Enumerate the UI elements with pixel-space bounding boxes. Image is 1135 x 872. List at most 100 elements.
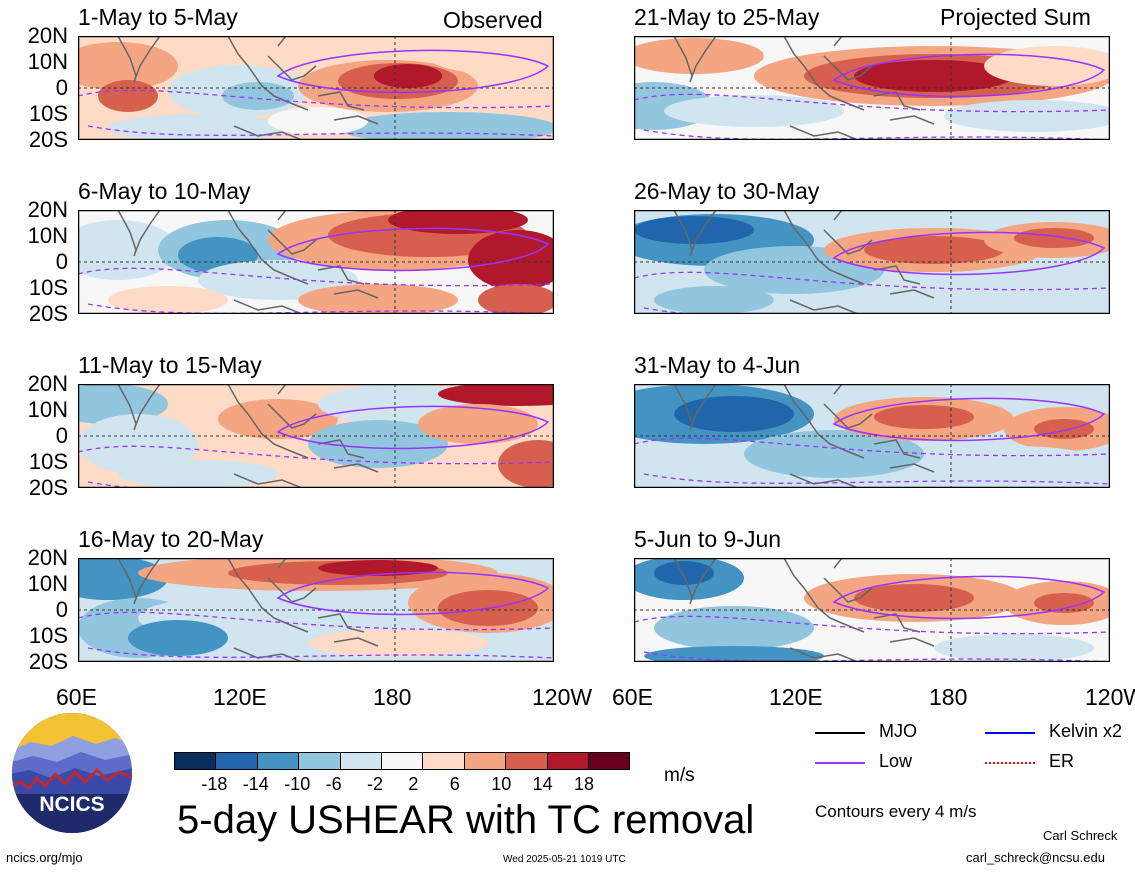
low-contour-dashed (78, 267, 554, 287)
shading-region (664, 95, 844, 127)
colorbar-swatch (298, 752, 341, 770)
shading-region (78, 42, 178, 90)
map-panel (78, 210, 554, 314)
colorbar-swatch (546, 752, 589, 770)
coastline (673, 384, 935, 488)
map-panel (634, 36, 1110, 140)
coastline (117, 36, 379, 140)
low-contour-dashed (78, 611, 554, 631)
shading-region (268, 107, 368, 135)
shading-region (944, 100, 1110, 132)
colorbar-tick-label: 14 (532, 774, 553, 794)
longitude-label: 120W (1085, 684, 1135, 710)
contour-note: Contours every 4 m/s (815, 802, 977, 821)
shading-region (854, 584, 974, 612)
coastline (673, 558, 935, 662)
shading-region (864, 236, 1004, 264)
low-contour (276, 405, 550, 450)
colorbar-tick-label: -2 (367, 774, 384, 794)
shading-region (338, 112, 554, 140)
colorbar-swatch (505, 752, 548, 770)
shading-region (118, 460, 278, 488)
colorbar-swatch (588, 752, 631, 770)
colorbar-swatch (381, 752, 424, 770)
low-contour (276, 571, 550, 616)
map-panel (78, 558, 554, 662)
panel-title: 16-May to 20-May (78, 526, 264, 552)
panel-frame (78, 210, 554, 314)
footer-timestamp: Wed 2025-05-21 1019 UTC (503, 854, 626, 865)
panel-frame (78, 36, 554, 140)
latitude-label: 0 (55, 75, 68, 100)
coastline (673, 36, 935, 140)
latitude-label: 20N (27, 197, 68, 222)
panel-frame (78, 384, 554, 488)
coastline (117, 384, 379, 488)
colorbar-tick-label: 2 (408, 774, 419, 794)
observed-header: Observed (443, 7, 543, 33)
footer-url: ncics.org/mjo (6, 850, 83, 865)
colorbar-tick-label: 18 (574, 774, 595, 794)
coastline (117, 210, 379, 314)
longitude-label: 60E (612, 684, 653, 710)
shading-region (108, 286, 228, 314)
low-contour-dashed (634, 615, 1110, 635)
shading-region (744, 430, 924, 478)
colorbar-tick-label: 6 (449, 774, 460, 794)
shading-region (418, 404, 538, 444)
low-contour (832, 575, 1106, 620)
main-title: 5-day USHEAR with TC removal (177, 798, 755, 842)
latitude-label: 10N (27, 49, 68, 74)
panel-title: 31-May to 4-Jun (634, 352, 801, 378)
shading-region (1014, 228, 1094, 248)
legend-label: Low (879, 751, 913, 771)
shading-region (78, 220, 178, 280)
low-contour-dashed (87, 125, 554, 137)
shading-region (438, 384, 554, 406)
low-contour-dashed (87, 647, 554, 659)
shading-region (934, 634, 1094, 662)
low-contour-dashed (78, 445, 554, 465)
shading-region (498, 440, 554, 488)
low-contour-dashed (78, 89, 554, 109)
latitude-label: 20S (28, 475, 68, 500)
map-panel (634, 558, 1110, 662)
legend-line (815, 732, 865, 734)
panel-frame (78, 558, 554, 662)
shading-region (634, 216, 754, 244)
low-contour (276, 227, 550, 272)
map-panel (78, 36, 554, 140)
low-contour-dashed (643, 473, 1110, 485)
projected-sum-header: Projected Sum (940, 4, 1091, 30)
latitude-label: 10S (28, 623, 68, 648)
shading-region (78, 414, 198, 474)
latitude-label: 0 (55, 249, 68, 274)
coastline (117, 558, 379, 662)
longitude-label: 120E (769, 684, 823, 710)
shading-region (674, 396, 794, 432)
low-contour-dashed (634, 93, 1110, 113)
legend-line (985, 762, 1035, 764)
legend-label: MJO (879, 721, 917, 741)
shading-region (478, 284, 554, 314)
panel-title: 1-May to 5-May (78, 4, 238, 30)
latitude-label: 0 (55, 597, 68, 622)
ncics-logo-graphic: NCICS (12, 713, 132, 833)
low-contour (832, 53, 1106, 98)
latitude-label: 20S (28, 301, 68, 326)
colorbar-units: m/s (664, 765, 695, 786)
footer-author: Carl Schreck (1043, 828, 1118, 843)
low-contour-dashed (634, 437, 1110, 457)
shading-region (984, 46, 1110, 86)
map-panel (78, 384, 554, 488)
shading-region (318, 560, 438, 576)
colorbar-swatch (422, 752, 465, 770)
latitude-label: 10N (27, 223, 68, 248)
colorbar-tick-label: -10 (284, 774, 311, 794)
footer-email: carl_schreck@ncsu.edu (966, 850, 1105, 865)
latitude-label: 20N (27, 545, 68, 570)
panel-frame (634, 210, 1110, 314)
shading-region (78, 384, 168, 424)
latitude-label: 10N (27, 571, 68, 596)
map-panel (634, 210, 1110, 314)
